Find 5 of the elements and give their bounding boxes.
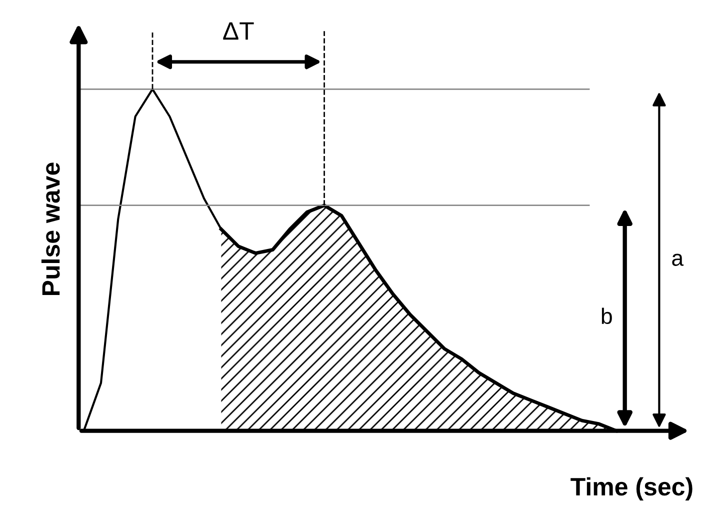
text: ΔT: [223, 22, 254, 40]
text: a: [672, 254, 684, 266]
y-axis-title: Pulse wave: [41, 162, 60, 295]
x-axis-title: Time (sec): [570, 477, 692, 501]
annotation: b: [602, 308, 612, 324]
